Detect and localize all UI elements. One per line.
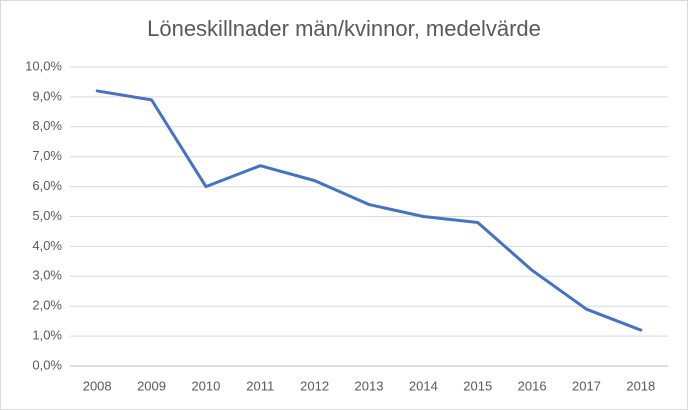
x-tick-label: 2018 [626, 378, 655, 393]
x-tick-label: 2013 [355, 378, 384, 393]
y-tick-label: 6,0% [32, 178, 62, 193]
x-tick-label: 2015 [463, 378, 492, 393]
x-tick-label: 2014 [409, 378, 438, 393]
y-tick-label: 4,0% [32, 238, 62, 253]
y-tick-label: 2,0% [32, 298, 62, 313]
x-tick-label: 2010 [191, 378, 220, 393]
x-tick-label: 2016 [518, 378, 547, 393]
x-tick-label: 2008 [83, 378, 112, 393]
y-tick-label: 1,0% [32, 328, 62, 343]
x-tick-label: 2017 [572, 378, 601, 393]
x-tick-label: 2009 [137, 378, 166, 393]
y-tick-label: 0,0% [32, 357, 62, 372]
y-tick-label: 7,0% [32, 148, 62, 163]
y-tick-label: 9,0% [32, 88, 62, 103]
chart-title: Löneskillnader män/kvinnor, medelvärde [147, 16, 541, 41]
x-tick-label: 2012 [300, 378, 329, 393]
x-tick-label: 2011 [246, 378, 274, 393]
data-line [95, 89, 643, 332]
y-tick-label: 10,0% [25, 58, 62, 73]
y-tick-label: 5,0% [32, 208, 62, 223]
y-tick-label: 8,0% [32, 118, 62, 133]
y-tick-label: 3,0% [32, 268, 62, 283]
